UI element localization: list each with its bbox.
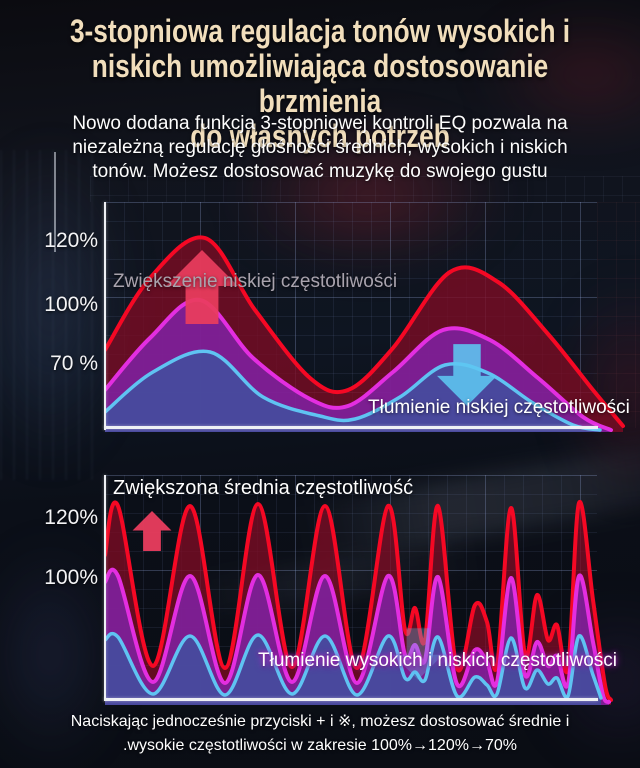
title-line: do własnych potrzeb bbox=[190, 118, 450, 154]
boost-up-arrow-icon bbox=[132, 511, 172, 551]
y-axis-tick: 120% bbox=[44, 506, 98, 529]
x-axis-line bbox=[104, 426, 598, 429]
annotation-attenuate-low: Tłumienie niskiej częstotliwości bbox=[368, 397, 630, 418]
x-axis-line bbox=[104, 698, 598, 701]
annotation-boost-low: Zwiększenie niskiej częstotliwości bbox=[113, 271, 398, 292]
eq-curves bbox=[105, 500, 613, 705]
background-grid-texture bbox=[90, 176, 640, 202]
title-line: 3-stopniowa regulacja tonów wysokich i bbox=[69, 13, 571, 49]
footer-note: Naciskając jednocześnie przyciski + i ※,… bbox=[0, 710, 640, 758]
y-axis-line bbox=[104, 475, 106, 701]
background-grid-texture bbox=[597, 202, 640, 428]
background-fader-slot bbox=[54, 152, 56, 252]
footer-line: .wysokie częstotliwości w zakresie 100%→… bbox=[123, 737, 517, 754]
intro-text: Nowo dodana funkcja 3-stopniowej kontrol… bbox=[0, 112, 640, 184]
title-line: niskich umożliwiająca dostosowanie brzmi… bbox=[91, 48, 549, 119]
background-mixer-faders bbox=[0, 150, 104, 480]
intro-line: Nowo dodana funkcja 3-stopniowej kontrol… bbox=[72, 113, 568, 134]
attenuate-down-arrow-icon bbox=[393, 628, 443, 680]
y-axis-line bbox=[104, 202, 106, 430]
intro-line: tonów. Możesz dostosować muzykę do swoje… bbox=[92, 161, 548, 182]
boost-up-arrow-icon bbox=[166, 250, 238, 324]
y-axis-tick: 70 % bbox=[50, 352, 98, 375]
annotation-attenuate-high-low: Tłumienie wysokich i niskich częstotliwo… bbox=[258, 650, 617, 671]
page-title: 3-stopniowa regulacja tonów wysokich i n… bbox=[58, 14, 583, 154]
annotation-boost-mid: Zwiększona średnia częstotliwość bbox=[113, 477, 414, 499]
attenuate-down-arrow-icon bbox=[437, 344, 497, 406]
y-axis-tick: 100% bbox=[44, 293, 98, 316]
y-axis-tick: 100% bbox=[44, 566, 98, 589]
y-axis-tick: 120% bbox=[44, 229, 98, 252]
footer-line: Naciskając jednocześnie przyciski + i ※,… bbox=[70, 713, 570, 730]
intro-line: niezależną regulację głośności średnich,… bbox=[72, 137, 568, 158]
eq-curves bbox=[105, 235, 625, 432]
